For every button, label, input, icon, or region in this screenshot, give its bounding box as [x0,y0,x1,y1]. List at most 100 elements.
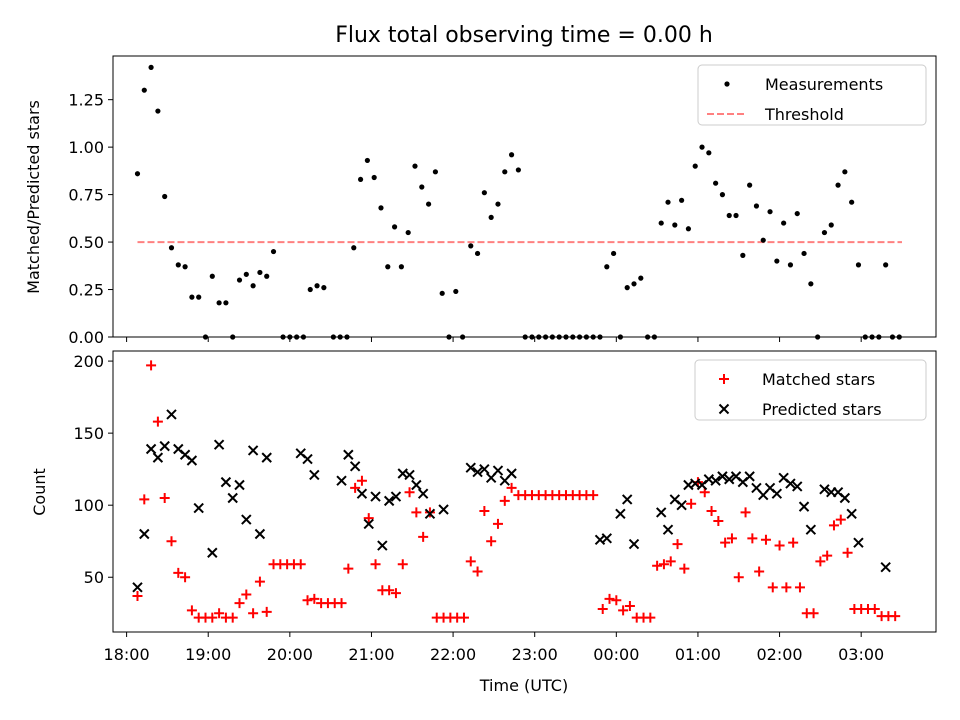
matched-stars-point [665,556,676,567]
predicted-stars-point [465,462,476,473]
matched-stars-point [869,603,880,614]
measurement-point [314,283,320,289]
measurement-point [883,262,889,268]
matched-stars-point [139,494,150,505]
measurement-point [425,201,432,207]
predicted-stars-point [853,537,864,548]
predicted-stars-point [506,468,517,479]
matched-stars-point [713,516,724,527]
predicted-stars-point [839,492,851,504]
predicted-stars-point [247,445,259,456]
predicted-stars-point [261,452,272,463]
matched-stars-point [720,537,731,548]
top-panel: Flux total observing time = 0.00 h Match… [24,23,937,347]
predicted-stars-point [309,469,320,481]
top-legend-label: Measurements [765,75,883,94]
top-legend-marker [724,81,730,87]
predicted-stars-point [186,455,198,466]
measurement-point [371,174,377,181]
matched-stars-point [248,608,259,619]
bottom-legend-label: Predicted stars [762,400,882,419]
predicted-stars-point [798,501,810,512]
bottom-legend-label: Matched stars [762,370,875,389]
matched-stars-point [302,595,313,606]
measurement-point [134,171,141,177]
measurement-point [611,250,617,257]
bottom-legend-marker [718,403,730,415]
top-ytick-label: 1.00 [68,138,104,157]
matched-stars-point [132,590,143,601]
matched-stars-point [645,612,656,623]
predicted-stars-point [139,528,150,540]
measurement-point [419,184,425,190]
measurement-point [733,212,739,219]
matched-stars-point [336,598,347,609]
top-ytick-label: 1.25 [68,91,104,110]
predicted-stars-point [771,488,783,499]
top-legend: Measurements Threshold [697,64,927,126]
predicted-stars-point [207,547,218,558]
measurement-point [747,182,753,188]
predicted-stars-point [676,499,687,511]
predicted-stars-point [343,449,354,460]
matched-stars-point [411,507,422,518]
measurement-point [713,180,719,186]
matched-stars-point [384,585,395,596]
bottom-xtick-label: 02:00 [757,645,803,664]
measurement-point [439,290,445,296]
measurement-point [692,163,698,169]
matched-stars-point [794,582,805,593]
measurement-point [515,167,521,173]
top-ytick-label: 0.75 [68,186,104,205]
predicted-stars-point [621,494,633,505]
measurement-point [706,150,712,156]
bottom-ytick-label: 200 [73,352,104,371]
matched-stars-point [214,608,225,619]
predicted-stars-point [213,439,225,450]
matched-stars-point [618,605,629,616]
matched-stars-point [747,533,758,544]
predicted-stars-point [819,484,830,495]
bottom-xlabel: Time (UTC) [479,676,568,695]
predicted-stars-point [846,508,857,520]
bottom-xtick-label: 03:00 [838,645,884,664]
measurement-point [604,264,610,270]
measurement-point [488,214,494,220]
predicted-stars-point [424,508,436,520]
measurement-point [774,258,780,264]
measurement-point [155,108,161,114]
measurement-point [168,245,175,251]
matched-stars-point [261,606,272,617]
matched-stars-point [295,559,306,570]
measurement-point [699,144,705,150]
bottom-ytick-label: 100 [73,496,104,515]
bottom-axes: 50 100 150 200 18:00 19:00 20:00 21:00 22:00 23:0… [73,352,884,664]
top-axes: 0.00 0.25 0.50 0.75 1.00 1.25 [68,91,862,347]
measurement-point [801,250,807,257]
matched-stars-point [227,612,238,623]
measurement-point [175,262,181,268]
measurement-point [162,193,168,200]
matched-stars-point [159,492,170,503]
predicted-stars-point [234,479,245,491]
predicted-stars-point [724,474,735,485]
bottom-ytick-label: 150 [73,424,104,443]
top-ytick-label: 0.00 [68,328,104,347]
measurement-point [855,262,862,268]
predicted-stars-point [227,492,238,504]
top-ylabel: Matched/Predicted stars [24,100,43,294]
measurement-point [391,224,398,230]
measurement-point [264,273,270,279]
bottom-ytick-label: 50 [84,568,104,587]
predicted-stars-point [492,465,504,476]
measurement-point [398,264,404,270]
measurement-point [658,220,664,226]
measurement-point [808,281,814,287]
predicted-stars-point [792,481,803,492]
predicted-stars-point [479,463,490,475]
predicted-stars-point [404,469,415,481]
matched-stars-point [760,534,771,545]
matched-stars-point [842,547,853,558]
predicted-stars-point [805,524,817,535]
